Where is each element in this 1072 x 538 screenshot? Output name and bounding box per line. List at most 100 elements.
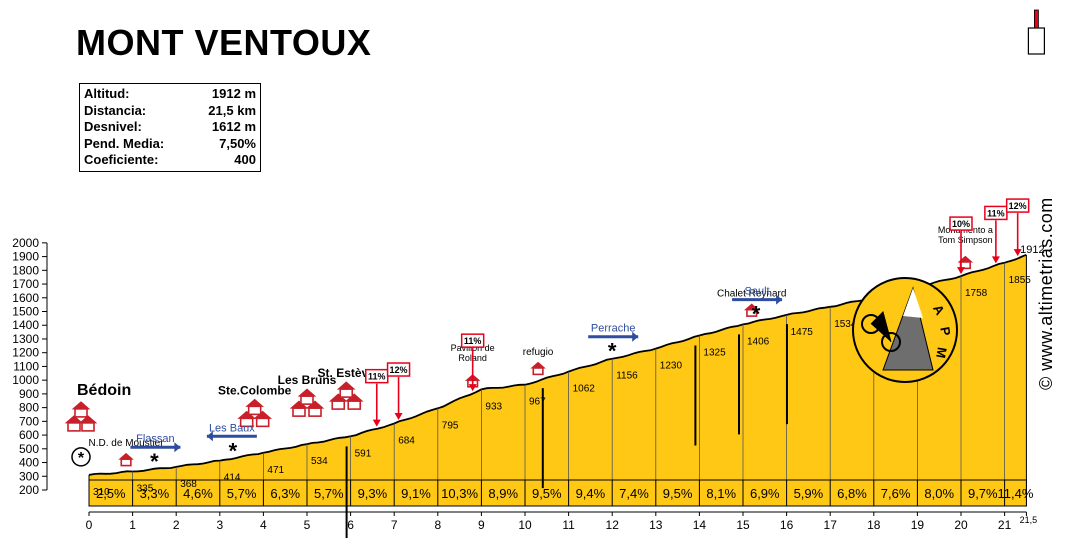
house-wall	[255, 417, 270, 428]
place-label: Chalet Reynard	[717, 289, 786, 300]
house-icon	[245, 398, 265, 416]
altitude-labels: 310 335 368 414 471 534 591 684 795 933 967 1062 115…	[93, 244, 1045, 498]
gradient-label: 11,4%	[998, 486, 1034, 501]
stat-value: 400	[234, 152, 256, 167]
junction-markers: Flassan * Les Baux * Perrache * Sault *	[130, 286, 783, 474]
asterisk-icon: *	[752, 302, 761, 327]
house-wall	[532, 367, 544, 376]
house-wall	[247, 405, 262, 416]
x-tick-label: 12	[606, 518, 620, 532]
house-roof	[297, 388, 317, 397]
steep-label: 12%	[1009, 201, 1027, 211]
logo-text: P	[937, 326, 953, 337]
house-icon	[530, 361, 546, 376]
chart-title: MONT VENTOUX	[76, 22, 372, 63]
x-tick-label: 10	[518, 518, 532, 532]
gradient-band-box	[88, 479, 1027, 507]
altitude-label: 368	[180, 479, 197, 490]
stat-row: Distancia: 21,5 km	[84, 103, 256, 120]
steep-arrow-head	[991, 256, 1000, 264]
place-label: Les Bruns	[278, 373, 337, 387]
stats-box: Altitud: 1912 m Distancia: 21,5 km Desnive…	[79, 83, 261, 172]
altitude-label: 967	[529, 397, 546, 408]
altitude-label: 933	[485, 401, 502, 412]
y-tick-label: 1800	[12, 263, 39, 277]
junction-label: Les Baux	[209, 422, 255, 434]
gradient-label: 7,4%	[619, 486, 649, 501]
altitude-label: 1855	[1009, 275, 1032, 286]
gradient-label: 6,3%	[270, 486, 300, 501]
gradient-label: 2,5%	[96, 486, 126, 501]
x-end-label: 21,5	[1020, 515, 1038, 525]
house-roof	[336, 381, 356, 390]
x-tick-label: 11	[562, 518, 575, 532]
place-label: N.D. de Moustier	[89, 438, 165, 449]
place-label: Ste.Colombe	[218, 383, 292, 397]
place-label-line: Tom Simpson	[938, 235, 993, 245]
junction-arrow-head	[206, 431, 213, 442]
junction-arrow-head	[174, 442, 181, 453]
house-icon	[297, 388, 317, 405]
junction-circle-icon	[71, 447, 91, 467]
gradient-label: 10,3%	[441, 486, 478, 501]
stat-value: 7,50%	[219, 135, 256, 151]
steep-arrow-head	[1013, 249, 1022, 257]
stat-value: 1612 m	[211, 119, 256, 134]
house-wall	[292, 407, 306, 417]
house-icon	[743, 303, 760, 317]
altitude-label: 795	[442, 420, 459, 431]
steep-arrow-head	[468, 384, 477, 392]
profile-decorations	[345, 9, 1046, 538]
stat-value: 21,5 km	[208, 102, 256, 118]
place-label: refugio	[523, 347, 554, 358]
gradient-label: 9,7%	[968, 486, 998, 501]
stat-row: Pend. Media: 7,50%	[84, 136, 256, 153]
house-icon	[64, 415, 84, 432]
steep-box	[386, 362, 411, 377]
altitude-label: 1325	[703, 348, 726, 359]
gradient-label: 5,7%	[314, 486, 344, 501]
y-tick-label: 1400	[12, 318, 39, 332]
stat-label: Altitud:	[84, 86, 130, 101]
gradient-label: 6,8%	[837, 486, 867, 501]
place-label: Bédoin	[77, 382, 131, 399]
altitude-label: 1230	[660, 361, 683, 372]
altitude-label: 1475	[791, 327, 814, 338]
x-tick-label: 8	[434, 518, 441, 532]
junction-label: Sault	[745, 286, 770, 298]
asterisk-icon: *	[78, 450, 85, 467]
steep-box	[1005, 198, 1030, 213]
house-roof	[245, 398, 265, 407]
y-tick-label: 1900	[12, 250, 39, 264]
logo-snow	[903, 288, 923, 318]
house-roof	[64, 415, 84, 424]
gradient-label: 9,4%	[576, 486, 606, 501]
x-tick-label: 14	[693, 518, 707, 532]
junction-arrow-head	[632, 331, 639, 342]
house-wall	[120, 458, 132, 467]
house-roof	[78, 415, 98, 424]
house-wall	[81, 422, 95, 432]
y-tick-label: 1000	[12, 373, 39, 387]
x-tick-label: 7	[391, 518, 398, 532]
y-tick-label: 1300	[12, 332, 39, 346]
tower-body	[1027, 27, 1046, 55]
altitude-label: 471	[267, 465, 284, 476]
steep-label: 11%	[464, 336, 482, 346]
y-tick-label: 300	[19, 469, 39, 483]
altitude-label: 591	[355, 448, 372, 459]
x-tick-label: 17	[824, 518, 838, 532]
house-roof	[118, 452, 134, 460]
stat-row: Coeficiente: 400	[84, 152, 256, 169]
stat-label: Distancia:	[84, 102, 147, 118]
house-roof	[530, 361, 546, 369]
stat-value: 1912 m	[211, 86, 256, 101]
altitude-label: 1758	[965, 288, 988, 299]
place-label: St. Estève	[318, 366, 376, 380]
x-tick-label: 2	[173, 518, 180, 532]
house-wall	[308, 407, 322, 417]
junction-label: Perrache	[591, 323, 636, 335]
gradient-label: 6,9%	[750, 486, 780, 501]
steep-arrow-head	[394, 413, 403, 421]
gradient-label: 9,5%	[663, 486, 693, 501]
